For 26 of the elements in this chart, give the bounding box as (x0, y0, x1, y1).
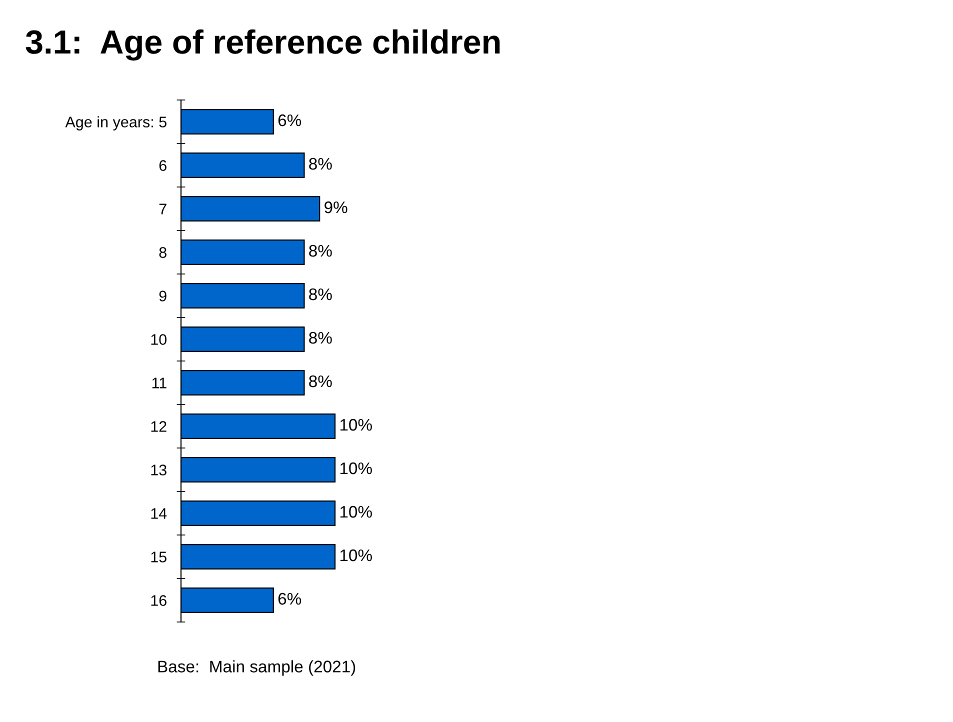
y-tick-label: 7 (159, 204, 166, 214)
data-label: 8% (309, 244, 332, 257)
y-tick-label: 9 (159, 290, 166, 302)
data-label: 8% (309, 158, 332, 170)
chart-title: 3.1: Age of reference children (26, 29, 500, 61)
data-label: 10% (340, 462, 372, 474)
y-tick-label: 8 (159, 247, 166, 258)
y-tick-label: 11 (152, 378, 166, 388)
y-tick-label: 6 (159, 160, 166, 171)
data-label: 9% (324, 201, 348, 214)
data-label: 10% (340, 506, 372, 518)
data-label: 8% (309, 375, 332, 388)
y-tick-label: 10 (151, 334, 167, 345)
y-tick-label: 15 (151, 552, 166, 562)
data-label: 8% (309, 288, 332, 300)
data-label: 6% (278, 114, 302, 126)
y-tick-label: 14 (151, 508, 167, 519)
data-label: 10% (340, 549, 372, 562)
text: Base: Main sample (2021) (158, 660, 356, 676)
data-label: 6% (278, 592, 302, 605)
data-label: 8% (309, 332, 332, 344)
y-tick-label: Age in years: 5 (65, 116, 166, 130)
data-label: 10% (340, 418, 372, 431)
y-tick-label: 12 (151, 421, 166, 432)
y-tick-label: 13 (151, 464, 166, 476)
y-tick-label: 16 (151, 595, 166, 606)
